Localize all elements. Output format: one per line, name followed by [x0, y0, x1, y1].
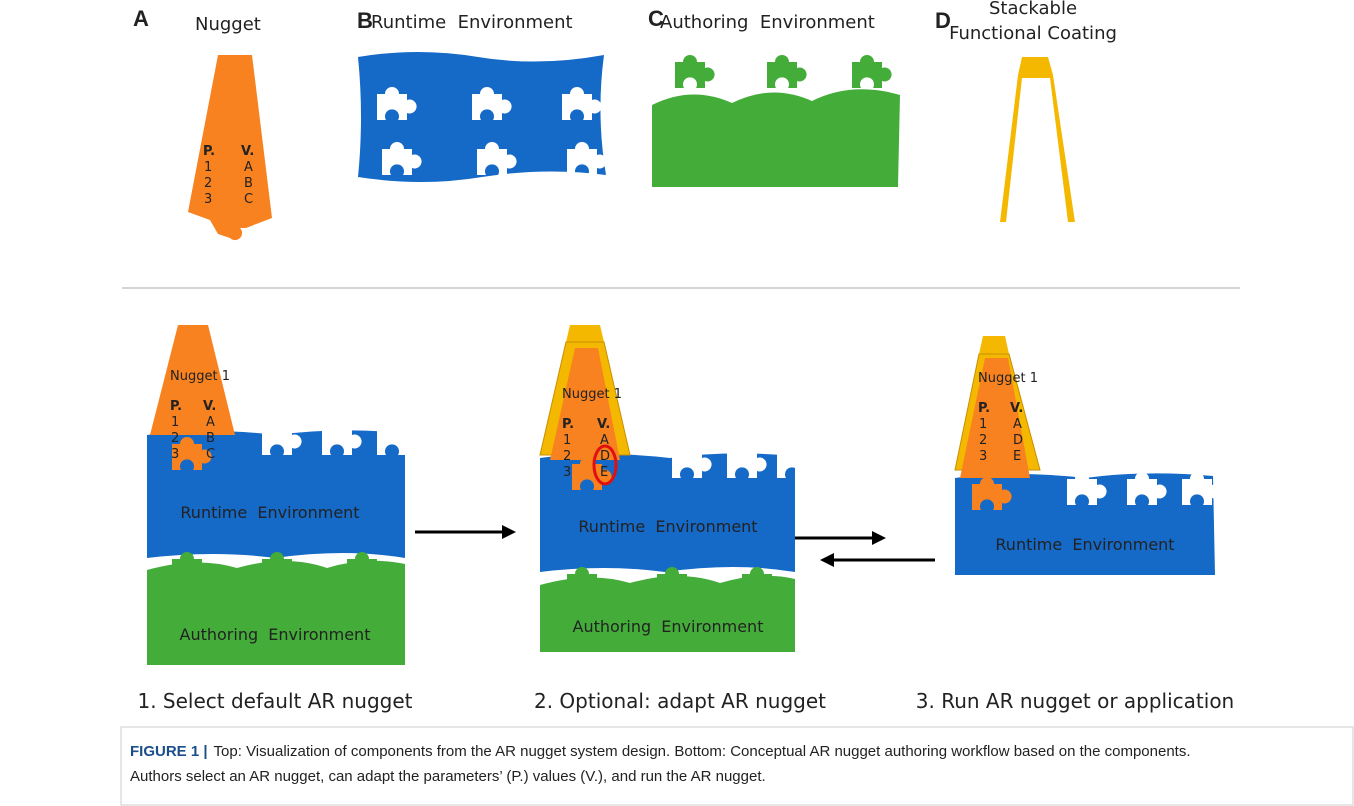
- caption-label: FIGURE 1 |: [130, 743, 208, 760]
- figure: A Nugget B Runtime Environment C Authoring En…: [0, 0, 1354, 806]
- value: E: [1013, 449, 1021, 464]
- value: D: [600, 449, 610, 464]
- panel-title: Nugget: [195, 14, 261, 35]
- nugget-name: Nugget 1: [978, 371, 1038, 386]
- param: 1: [979, 417, 987, 432]
- panel-letter: A: [133, 6, 149, 31]
- panel-title: Stackable: [989, 0, 1077, 19]
- value: C: [206, 447, 215, 462]
- param-header: P.: [978, 401, 990, 416]
- value: A: [244, 160, 253, 175]
- nugget-name: Nugget 1: [170, 369, 230, 384]
- param: 2: [979, 433, 987, 448]
- caption-text: Top: Visualization of components from th…: [214, 743, 1191, 760]
- value-header: V.: [203, 399, 216, 414]
- top-shapes: [188, 52, 1075, 240]
- param: 3: [204, 192, 212, 207]
- panel-title: Runtime Environment: [371, 12, 573, 33]
- param-header: P.: [562, 417, 574, 432]
- panel-title: Functional Coating: [949, 23, 1117, 44]
- param-header: P.: [203, 144, 215, 159]
- param: 2: [204, 176, 212, 191]
- value-header: V.: [1010, 401, 1023, 416]
- param: 1: [563, 433, 571, 448]
- step-caption: 2. Optional: adapt AR nugget: [534, 689, 826, 713]
- param: 3: [979, 449, 987, 464]
- runtime-label: Runtime Environment: [578, 517, 757, 536]
- step-caption: 1. Select default AR nugget: [137, 689, 412, 713]
- value: D: [1013, 433, 1023, 448]
- caption-text: Authors select an AR nugget, can adapt t…: [130, 768, 766, 785]
- nugget-name: Nugget 1: [562, 387, 622, 402]
- runtime-label: Runtime Environment: [995, 535, 1174, 554]
- value: C: [244, 192, 253, 207]
- param: 1: [171, 415, 179, 430]
- value: A: [1013, 417, 1022, 432]
- param: 1: [204, 160, 212, 175]
- value: E: [600, 465, 608, 480]
- value: B: [206, 431, 215, 446]
- authoring-label: Authoring Environment: [180, 625, 371, 644]
- param-header: P.: [170, 399, 182, 414]
- panel-title: Authoring Environment: [660, 12, 875, 33]
- value: A: [206, 415, 215, 430]
- param: 2: [171, 431, 179, 446]
- param: 2: [563, 449, 571, 464]
- authoring-label: Authoring Environment: [573, 617, 764, 636]
- value-header: V.: [597, 417, 610, 432]
- value: A: [600, 433, 609, 448]
- step-caption: 3. Run AR nugget or application: [916, 689, 1234, 713]
- param: 3: [171, 447, 179, 462]
- workflow-shapes: [147, 325, 1222, 665]
- value-header: V.: [241, 144, 254, 159]
- caption-box: [121, 727, 1353, 805]
- value: B: [244, 176, 253, 191]
- runtime-label: Runtime Environment: [180, 503, 359, 522]
- param: 3: [563, 465, 571, 480]
